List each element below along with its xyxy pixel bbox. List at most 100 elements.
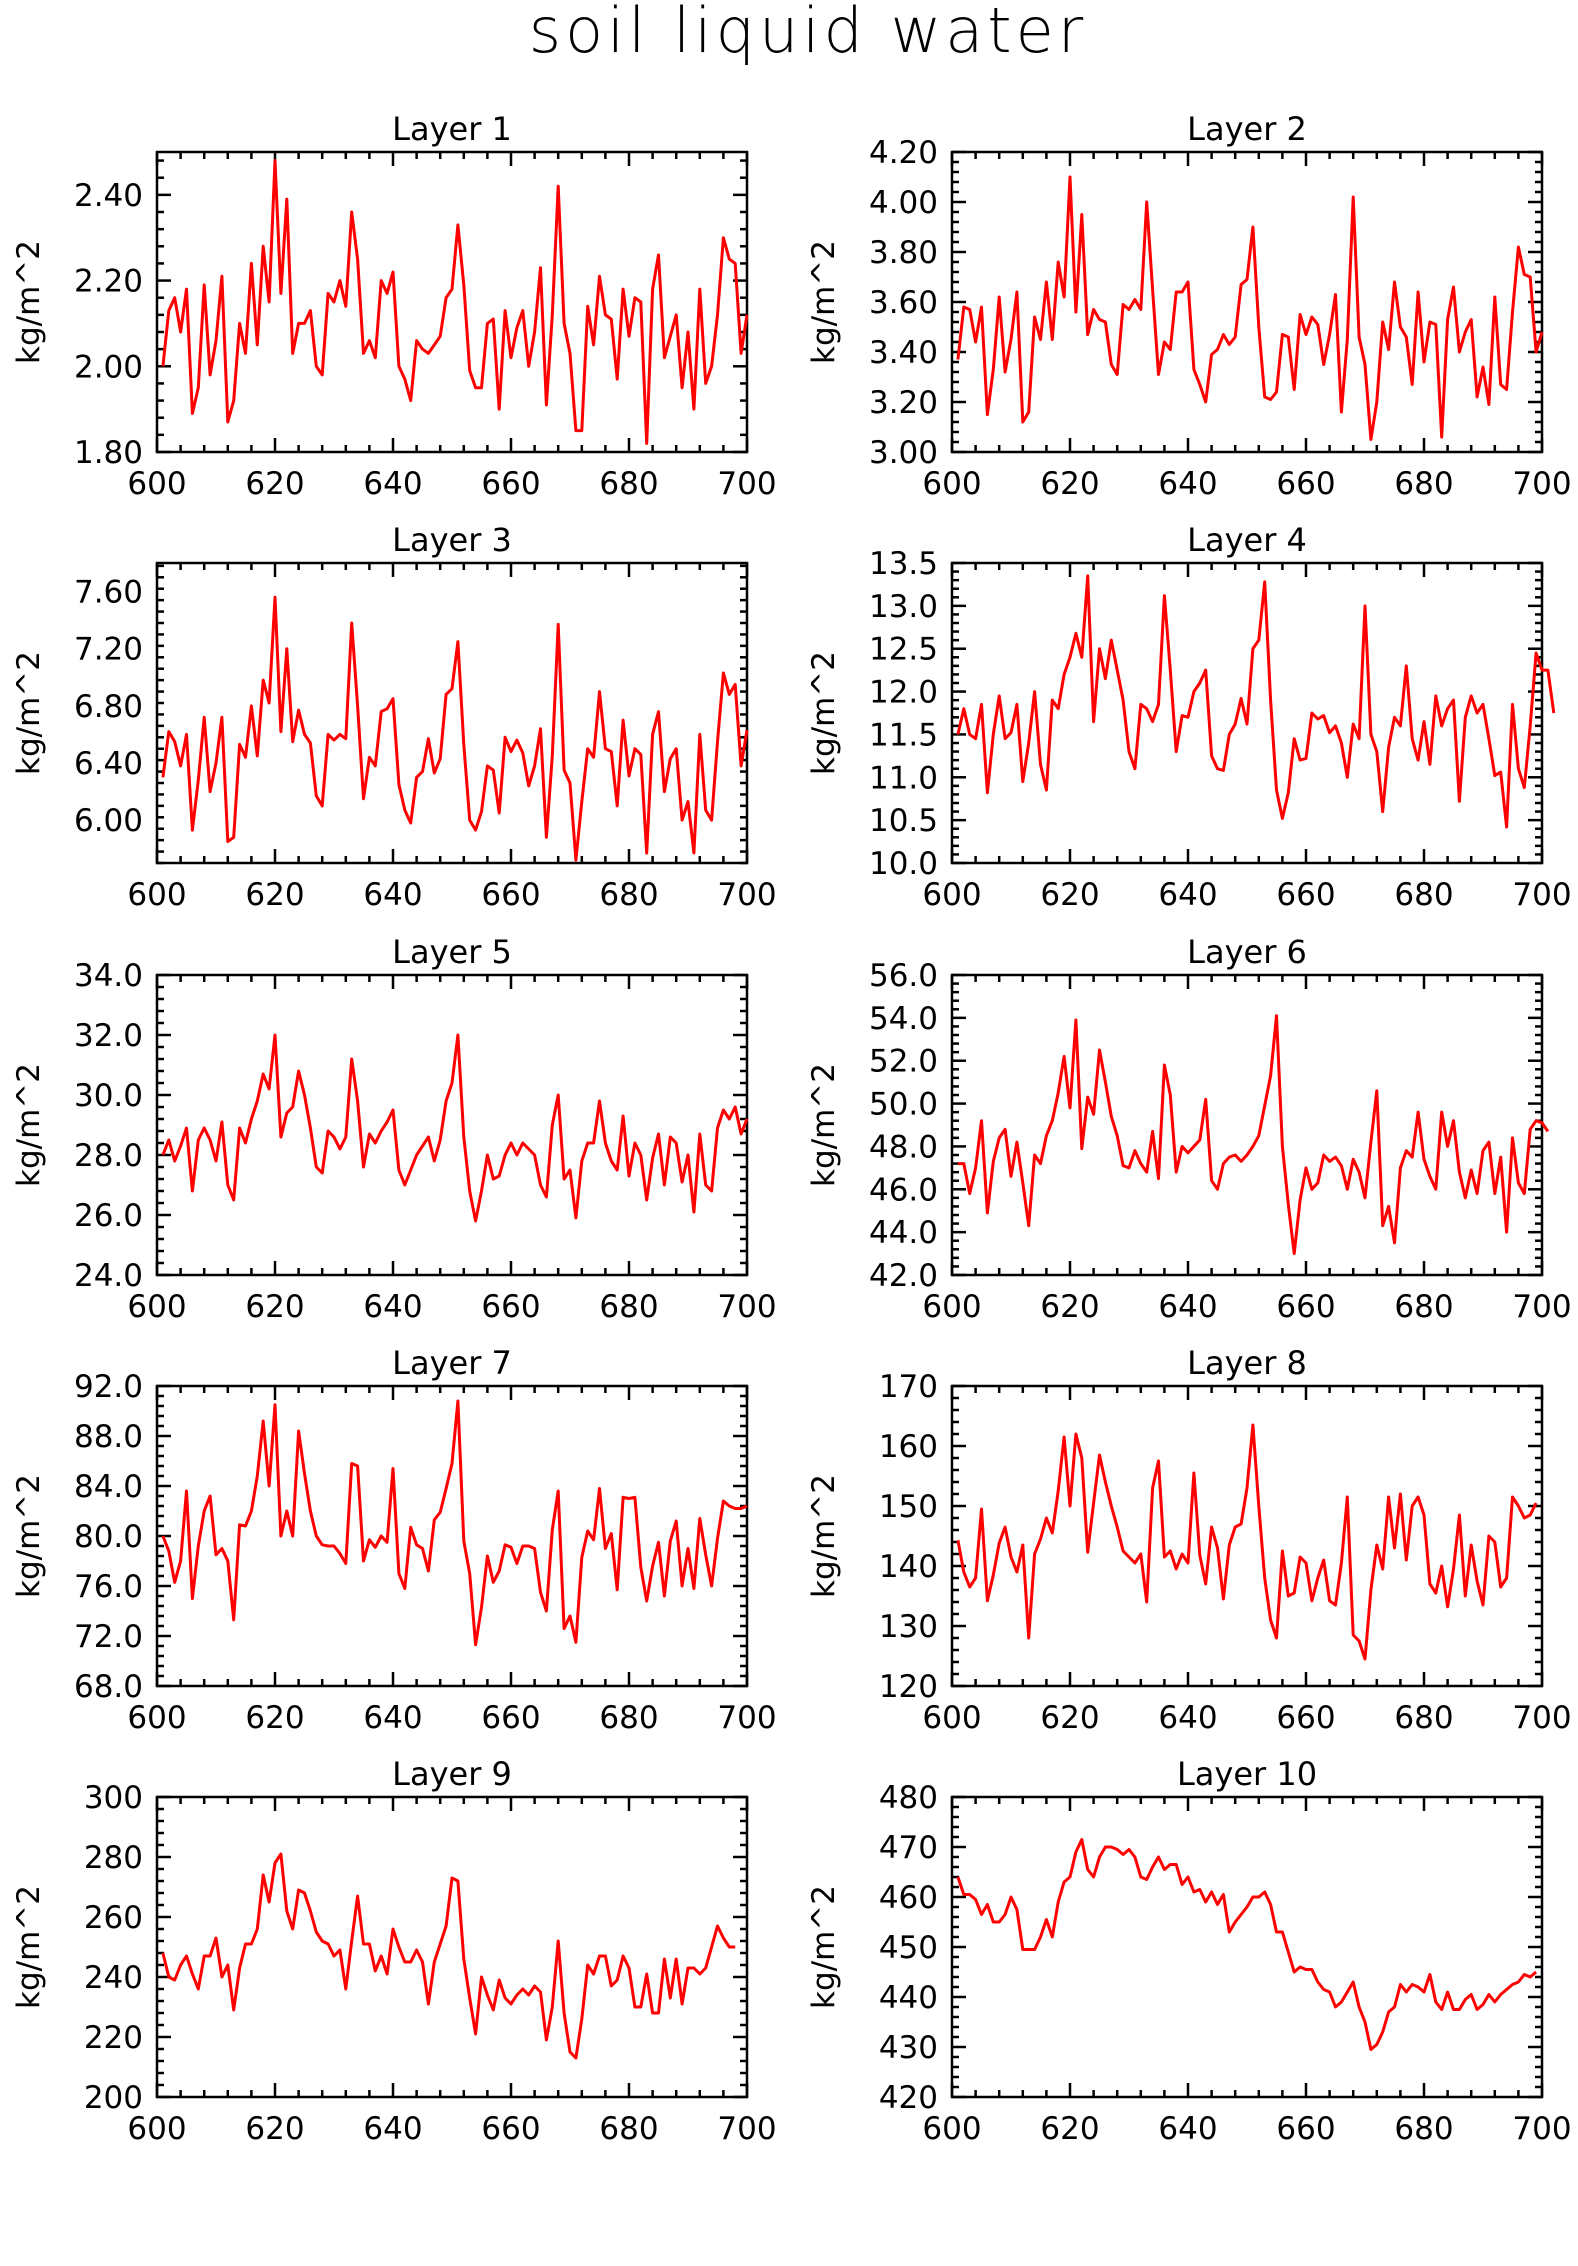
y-tick-label: 260 xyxy=(84,1900,143,1936)
y-axis-label-layer-8: kg/m^2 xyxy=(806,1474,842,1598)
y-axis-label-layer-4: kg/m^2 xyxy=(806,651,842,775)
y-axis-label-layer-7: kg/m^2 xyxy=(11,1474,47,1598)
x-tick-label: 660 xyxy=(481,1700,540,1736)
x-tick-label: 640 xyxy=(1158,1700,1217,1736)
y-tick-label: 150 xyxy=(879,1489,938,1525)
y-tick-label: 3.20 xyxy=(869,385,938,421)
x-tick-label: 700 xyxy=(717,877,776,913)
panel-title-layer-3: Layer 3 xyxy=(392,521,512,559)
x-tick-label: 600 xyxy=(922,877,981,913)
y-axis-label-layer-3: kg/m^2 xyxy=(11,651,47,775)
plot-frame-layer-10 xyxy=(950,1795,1544,2099)
panel-layer-2: Layer 2 kg/m^2 600 620 640 660 680 700 3.00 3.20 3… xyxy=(806,110,1572,502)
y-tick-label: 170 xyxy=(879,1369,938,1405)
y-tick-label: 3.00 xyxy=(869,435,938,471)
y-tick-label: 24.0 xyxy=(74,1258,143,1294)
y-axis-label-layer-6: kg/m^2 xyxy=(806,1063,842,1187)
x-tick-label: 660 xyxy=(1276,1289,1335,1325)
x-tick-label: 680 xyxy=(1394,466,1453,502)
y-tick-label: 450 xyxy=(879,1930,938,1966)
y-axis-label-layer-9: kg/m^2 xyxy=(11,1885,47,2009)
x-tick-label: 680 xyxy=(1394,2111,1453,2147)
y-tick-label: 220 xyxy=(84,2020,143,2056)
y-tick-label: 7.60 xyxy=(74,575,143,611)
x-tick-label: 700 xyxy=(717,466,776,502)
panel-title-layer-9: Layer 9 xyxy=(392,1755,512,1793)
y-tick-label: 2.20 xyxy=(74,264,143,300)
y-tick-label: 130 xyxy=(879,1609,938,1645)
x-tick-label: 660 xyxy=(481,2111,540,2147)
plot-frame-layer-5 xyxy=(155,973,749,1277)
panel-title-layer-2: Layer 2 xyxy=(1187,110,1307,148)
y-tick-label: 42.0 xyxy=(869,1258,938,1294)
x-tick-label: 640 xyxy=(363,1289,422,1325)
plot-frame-layer-1 xyxy=(155,150,749,454)
y-tick-label: 46.0 xyxy=(869,1172,938,1208)
y-tick-label: 3.60 xyxy=(869,285,938,321)
x-tick-label: 640 xyxy=(1158,1289,1217,1325)
x-tick-label: 620 xyxy=(245,2111,304,2147)
y-tick-label: 430 xyxy=(879,2030,938,2066)
panels: Layer 1 kg/m^2 600 620 640 660 680 700 1.80 2.00 2… xyxy=(11,110,1572,2147)
y-tick-label: 80.0 xyxy=(74,1519,143,1555)
y-tick-label: 44.0 xyxy=(869,1215,938,1251)
y-tick-label: 280 xyxy=(84,1840,143,1876)
panel-layer-7: Layer 7 kg/m^2 600 620 640 660 680 700 68.0 72.0 7… xyxy=(11,1344,777,1736)
series-line-layer-5 xyxy=(161,1033,749,1223)
x-tick-label: 680 xyxy=(1394,1700,1453,1736)
y-axis-label-layer-1: kg/m^2 xyxy=(11,240,47,364)
x-tick-label: 600 xyxy=(922,1700,981,1736)
y-tick-label: 440 xyxy=(879,1980,938,2016)
y-tick-label: 4.20 xyxy=(869,135,938,171)
panel-layer-4: Layer 4 kg/m^2 600 620 640 660 680 700 10.0 10.5 1… xyxy=(806,521,1572,913)
series-line-layer-10 xyxy=(956,1838,1538,2051)
x-tick-label: 620 xyxy=(1040,2111,1099,2147)
y-tick-label: 30.0 xyxy=(74,1078,143,1114)
y-tick-label: 52.0 xyxy=(869,1044,938,1080)
plot-frame-layer-4 xyxy=(950,561,1544,865)
panel-layer-8: Layer 8 kg/m^2 600 620 640 660 680 700 120 130 140… xyxy=(806,1344,1572,1736)
y-axis-label-layer-2: kg/m^2 xyxy=(806,240,842,364)
panel-layer-5: Layer 5 kg/m^2 600 620 640 660 680 700 24.0 26.0 2… xyxy=(11,933,777,1325)
x-tick-label: 640 xyxy=(363,1700,422,1736)
y-tick-label: 84.0 xyxy=(74,1469,143,1505)
x-tick-label: 660 xyxy=(1276,2111,1335,2147)
y-tick-label: 470 xyxy=(879,1830,938,1866)
x-tick-label: 620 xyxy=(245,466,304,502)
x-tick-label: 680 xyxy=(599,466,658,502)
x-tick-label: 600 xyxy=(127,1700,186,1736)
series-line-layer-6 xyxy=(957,1014,1550,1256)
y-tick-label: 56.0 xyxy=(869,958,938,994)
x-tick-label: 600 xyxy=(922,1289,981,1325)
x-tick-label: 620 xyxy=(1040,466,1099,502)
x-tick-label: 620 xyxy=(1040,1289,1099,1325)
x-tick-label: 660 xyxy=(481,466,540,502)
series-line-layer-1 xyxy=(161,159,749,445)
x-tick-label: 680 xyxy=(599,1289,658,1325)
x-tick-label: 700 xyxy=(717,1289,776,1325)
x-tick-label: 700 xyxy=(1512,466,1571,502)
y-tick-label: 140 xyxy=(879,1549,938,1585)
y-tick-label: 6.00 xyxy=(74,803,143,839)
y-tick-label: 50.0 xyxy=(869,1087,938,1123)
y-tick-label: 160 xyxy=(879,1429,938,1465)
panel-layer-9: Layer 9 kg/m^2 600 620 640 660 680 700 200 220 240… xyxy=(11,1755,777,2147)
x-tick-label: 680 xyxy=(599,877,658,913)
y-tick-label: 240 xyxy=(84,1960,143,1996)
y-tick-label: 6.80 xyxy=(74,689,143,725)
y-tick-label: 88.0 xyxy=(74,1419,143,1455)
x-tick-label: 680 xyxy=(1394,877,1453,913)
y-tick-label: 34.0 xyxy=(74,958,143,994)
panel-title-layer-6: Layer 6 xyxy=(1187,933,1307,971)
panel-layer-6: Layer 6 kg/m^2 600 620 640 660 680 700 42.0 44.0 4… xyxy=(806,933,1572,1325)
panel-title-layer-4: Layer 4 xyxy=(1187,521,1307,559)
x-tick-label: 700 xyxy=(717,1700,776,1736)
y-tick-label: 3.40 xyxy=(869,335,938,371)
x-tick-label: 620 xyxy=(1040,1700,1099,1736)
plot-frame-layer-9 xyxy=(155,1795,749,2099)
y-axis-label-layer-5: kg/m^2 xyxy=(11,1063,47,1187)
x-tick-label: 600 xyxy=(127,466,186,502)
x-tick-label: 700 xyxy=(1512,1289,1571,1325)
series-line-layer-8 xyxy=(956,1423,1538,1661)
